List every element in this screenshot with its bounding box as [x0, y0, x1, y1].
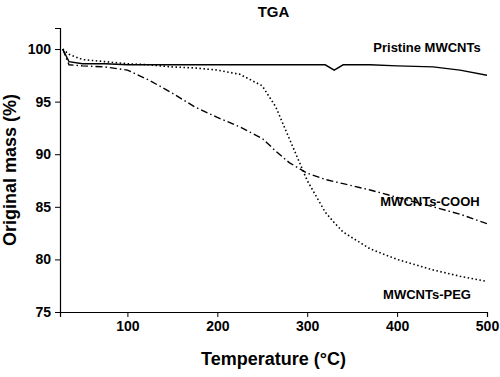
chart-title: TGA: [258, 3, 290, 20]
x-tick-mark: [127, 312, 128, 317]
x-axis-title: Temperature (°C): [201, 349, 346, 369]
y-tick-mark: [55, 312, 60, 313]
x-tick: 200: [206, 312, 230, 334]
chart: 100 200 300 400 500 75 80 85 90 95 100 Pristine MWC…: [0, 0, 500, 377]
y-tick: 75: [35, 304, 60, 320]
y-tick-label: 95: [35, 94, 51, 110]
y-tick: 85: [35, 199, 60, 215]
y-tick-label: 85: [35, 199, 51, 215]
series-label: Pristine MWCNTs: [373, 40, 480, 55]
y-tick-label: 80: [35, 251, 51, 267]
y-tick-label: 100: [28, 41, 52, 57]
series-label: MWCNTs-PEG: [383, 287, 471, 302]
y-tick-mark: [55, 154, 60, 155]
y-tick: 80: [35, 251, 60, 267]
x-tick-label: 500: [476, 318, 500, 334]
y-tick-label: 75: [35, 304, 51, 320]
x-tick-label: 200: [206, 318, 230, 334]
x-axis-line: [61, 313, 488, 318]
y-tick-mark: [55, 49, 60, 50]
series-label: MWCNTs-COOH: [380, 194, 479, 209]
y-axis: 75 80 85 90 95 100: [28, 29, 61, 320]
y-tick-mark: [55, 259, 60, 260]
x-tick-mark: [307, 312, 308, 317]
x-tick: 400: [386, 312, 410, 334]
x-axis: 100 200 300 400 500: [61, 312, 500, 334]
y-tick: 100: [28, 41, 60, 57]
x-tick: 300: [296, 312, 320, 334]
x-tick: 100: [116, 312, 140, 334]
series-line: [63, 49, 487, 224]
y-axis-line: [55, 29, 61, 313]
x-tick-label: 400: [386, 318, 410, 334]
y-tick-mark: [55, 102, 60, 103]
series-line: [63, 49, 487, 281]
x-tick-label: 300: [296, 318, 320, 334]
x-tick-mark: [217, 312, 218, 317]
y-tick: 90: [35, 146, 60, 162]
y-tick-label: 90: [35, 146, 51, 162]
x-tick: 500: [476, 312, 500, 334]
x-tick-mark: [397, 312, 398, 317]
x-tick-mark: [487, 312, 488, 317]
y-tick-mark: [55, 207, 60, 208]
y-axis-title: Original mass (%): [0, 94, 20, 246]
y-tick: 95: [35, 94, 60, 110]
x-tick-label: 100: [116, 318, 140, 334]
plot-area: [63, 49, 487, 281]
